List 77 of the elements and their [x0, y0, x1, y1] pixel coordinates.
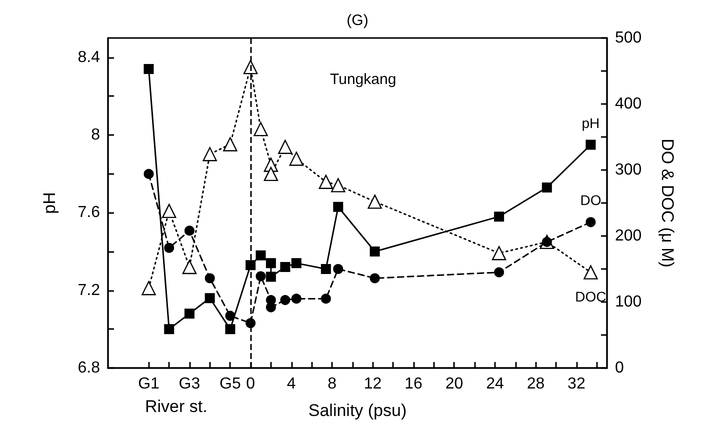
series-label: DO	[580, 192, 602, 208]
x-tick-label: G3	[178, 376, 200, 392]
text: River st.	[145, 397, 208, 416]
point	[225, 324, 236, 334]
point	[291, 258, 302, 268]
y2-tick-label: 300	[615, 162, 642, 178]
y2-tick-label: 400	[615, 96, 642, 112]
point	[182, 260, 197, 274]
x-tick-label: 16	[404, 376, 423, 392]
x-tick-label: 24	[486, 376, 504, 392]
point	[278, 140, 292, 154]
x-tick-label: G5	[220, 376, 241, 392]
y-axis-title: pH	[40, 192, 59, 214]
point	[586, 217, 596, 228]
point	[223, 137, 238, 152]
point	[494, 267, 504, 278]
point	[291, 294, 302, 304]
point	[202, 147, 217, 162]
point	[370, 246, 380, 257]
series-label: pH	[582, 114, 600, 131]
x-tick-label: 4	[286, 376, 296, 392]
point	[368, 194, 382, 209]
annotation: Tungkang	[330, 71, 396, 88]
point	[225, 310, 236, 321]
point	[320, 264, 331, 274]
y-tick-label: 8	[91, 126, 100, 144]
x-axis-title: Salinity (psu)	[308, 401, 407, 420]
point	[320, 294, 331, 304]
point	[370, 273, 380, 284]
point	[492, 246, 506, 260]
x-tick-label: G1	[138, 376, 160, 392]
point	[280, 295, 290, 306]
point	[264, 166, 278, 182]
x-tick-label: 8	[328, 376, 337, 392]
point	[256, 271, 266, 282]
point	[246, 260, 256, 270]
point	[266, 272, 276, 282]
point	[164, 324, 174, 334]
x-tick-label: 20	[445, 376, 464, 392]
y2-tick-label: 500	[615, 30, 642, 46]
point	[144, 64, 154, 74]
point	[204, 293, 215, 304]
point	[494, 212, 504, 222]
point	[142, 281, 156, 296]
x-tick-label: 12	[364, 376, 382, 392]
point	[331, 178, 346, 192]
point	[333, 264, 344, 274]
y-tick-label: 8.4	[78, 48, 100, 66]
point	[204, 273, 215, 284]
point	[280, 262, 290, 272]
point	[184, 226, 194, 236]
point	[266, 302, 276, 312]
point	[144, 168, 154, 179]
point	[542, 182, 552, 192]
point	[266, 258, 276, 268]
point	[333, 202, 344, 212]
point	[289, 152, 304, 166]
point	[162, 204, 176, 218]
series-label: DOC	[575, 288, 606, 304]
y2-axis-title: DO & DOC (μ M)	[658, 138, 677, 268]
y-tick-label: 7.6	[78, 204, 100, 222]
y-tick-label: 7.2	[78, 282, 100, 299]
x-tick-label: 0	[246, 376, 256, 392]
chart-title: (G)	[346, 12, 368, 29]
x-tick-label: 28	[526, 376, 545, 392]
point	[318, 174, 334, 189]
y2-tick-label: 100	[615, 294, 642, 310]
point	[184, 308, 194, 319]
y-tick-label: 6.8	[78, 360, 100, 376]
point	[164, 242, 174, 253]
x-tick-label: 32	[568, 376, 586, 392]
y2-tick-label: 0	[615, 360, 624, 376]
point	[254, 122, 268, 136]
point	[256, 250, 266, 260]
point	[586, 140, 596, 150]
point	[584, 265, 598, 280]
y2-tick-label: 200	[615, 228, 642, 244]
